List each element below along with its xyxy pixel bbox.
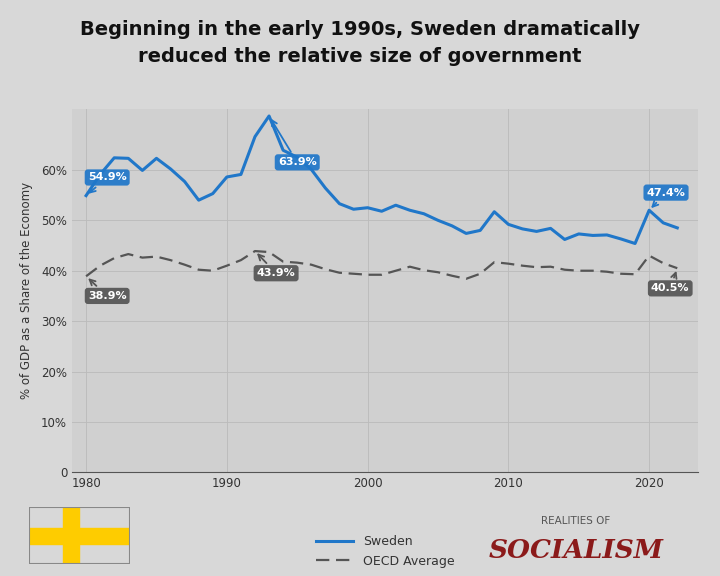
Text: reduced the relative size of government: reduced the relative size of government xyxy=(138,47,582,66)
Text: 40.5%: 40.5% xyxy=(651,272,690,293)
Bar xyxy=(29,528,130,544)
Text: 63.9%: 63.9% xyxy=(271,120,317,168)
Text: 43.9%: 43.9% xyxy=(257,255,295,278)
Y-axis label: % of GDP as a Share of the Economy: % of GDP as a Share of the Economy xyxy=(20,183,33,399)
Text: 54.9%: 54.9% xyxy=(88,172,127,192)
Text: 38.9%: 38.9% xyxy=(88,279,127,301)
Text: REALITIES OF: REALITIES OF xyxy=(541,516,611,526)
Bar xyxy=(63,507,79,564)
Text: SOCIALISM: SOCIALISM xyxy=(488,537,664,563)
Legend: Sweden, OECD Average: Sweden, OECD Average xyxy=(315,536,455,568)
Text: Beginning in the early 1990s, Sweden dramatically: Beginning in the early 1990s, Sweden dra… xyxy=(80,20,640,39)
Text: 47.4%: 47.4% xyxy=(647,188,685,207)
